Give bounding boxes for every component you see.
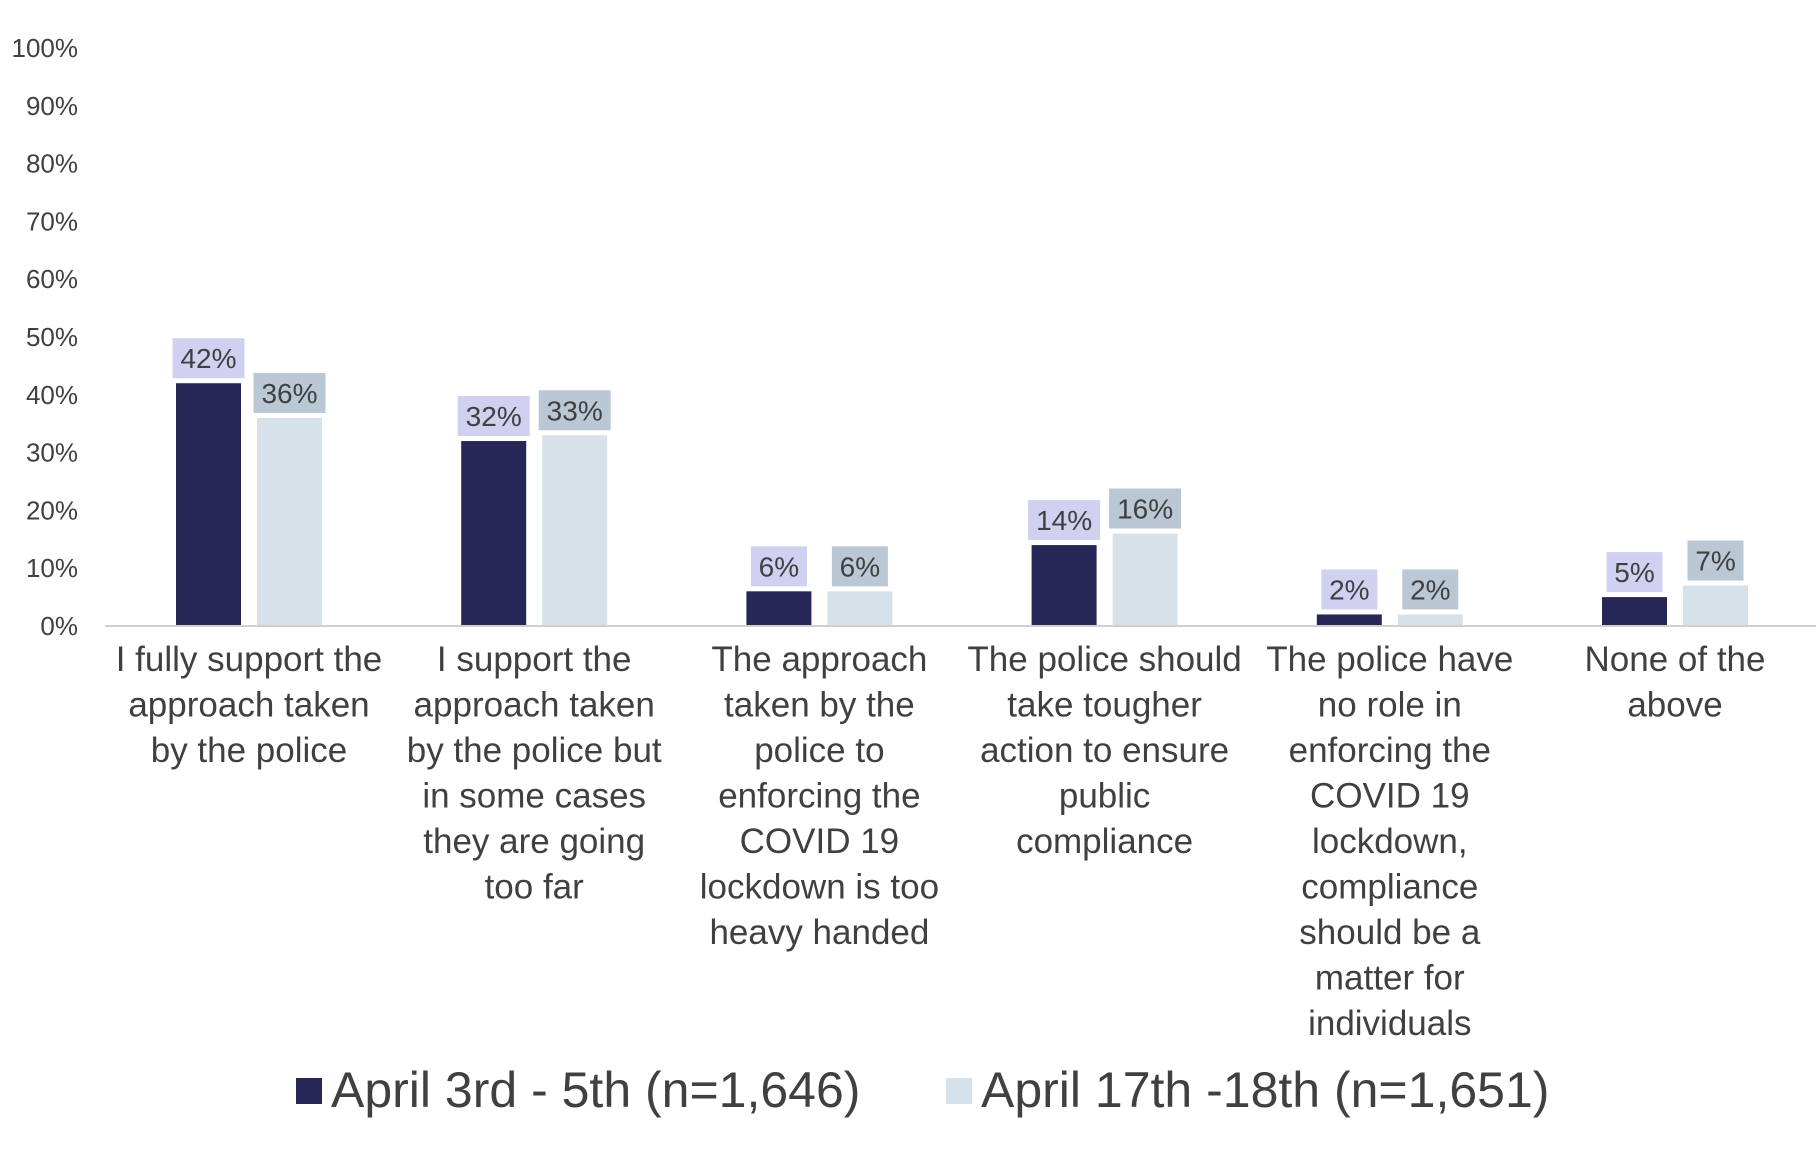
category-label: The police have no role in enforcing the CO…	[1266, 640, 1513, 1043]
category-label: I support the approach taken by the police…	[407, 640, 662, 907]
bar-series-1-5	[1316, 614, 1382, 626]
bar-series-2-1	[257, 417, 322, 626]
data-label: 5%	[1614, 557, 1654, 588]
data-label: 42%	[180, 343, 236, 374]
y-tick-label: 30%	[26, 438, 78, 468]
data-label: 6%	[759, 551, 799, 582]
legend-swatch	[946, 1078, 972, 1104]
bar-series-2-3	[827, 591, 893, 626]
bar-series-1-2	[461, 441, 527, 626]
category-label: The police should take tougher action to e…	[967, 640, 1241, 861]
data-label-box	[1402, 569, 1459, 610]
y-tick-label: 90%	[26, 91, 78, 121]
legend: April 3rd - 5th (n=1,646) April 17th -18t…	[296, 1062, 1549, 1118]
data-label-box	[538, 390, 611, 431]
y-tick-label: 40%	[26, 380, 78, 410]
data-label: 6%	[840, 551, 880, 582]
bars	[176, 383, 1748, 626]
y-axis: 0% 10% 20% 30% 40% 50% 60% 70% 80% 90% 100%	[12, 33, 79, 641]
data-label-box	[172, 338, 245, 379]
bar-series-2-2	[542, 435, 608, 626]
data-label-box	[457, 396, 530, 437]
bar-series-2-5	[1397, 614, 1463, 626]
data-label-box	[1687, 540, 1744, 581]
y-tick-label: 100%	[12, 33, 79, 63]
y-tick-label: 20%	[26, 495, 78, 525]
data-labels: 42% 36% 32% 33% 6% 6% 14% 16% 2% 2% 5% 7%	[172, 338, 1744, 610]
data-label: 2%	[1410, 574, 1450, 605]
data-label-box	[1028, 500, 1101, 541]
y-tick-label: 0%	[40, 611, 78, 641]
data-label: 36%	[261, 378, 317, 409]
y-tick-label: 60%	[26, 264, 78, 294]
data-label-box	[1109, 488, 1182, 529]
data-label: 2%	[1329, 574, 1369, 605]
data-label: 33%	[547, 395, 603, 426]
y-tick-label: 70%	[26, 206, 78, 236]
y-tick-label: 10%	[26, 553, 78, 583]
bar-series-2-6	[1683, 585, 1748, 626]
bar-series-1-1	[176, 383, 241, 626]
bar-series-1-4	[1031, 545, 1097, 626]
data-label: 7%	[1695, 546, 1735, 577]
data-label-box	[1606, 552, 1663, 593]
category-label: I fully support the approach taken by the …	[116, 640, 383, 770]
data-label-box	[1321, 569, 1378, 610]
data-label-box	[253, 372, 326, 413]
category-label: None of the above	[1585, 640, 1766, 725]
data-label-box	[831, 546, 888, 587]
x-axis: I fully support the approach taken by the …	[116, 640, 1766, 1043]
data-label-box	[750, 546, 807, 587]
y-tick-label: 50%	[26, 322, 78, 352]
legend-swatch	[296, 1078, 322, 1104]
bar-series-2-4	[1112, 533, 1178, 626]
category-label: The approach taken by the police to enforci…	[700, 640, 939, 952]
bar-series-1-6	[1602, 597, 1667, 626]
bar-series-1-3	[746, 591, 812, 626]
legend-label: April 17th -18th (n=1,651)	[981, 1062, 1549, 1118]
data-label: 14%	[1036, 505, 1092, 536]
data-label: 32%	[466, 401, 522, 432]
y-tick-label: 80%	[26, 149, 78, 179]
legend-label: April 3rd - 5th (n=1,646)	[331, 1062, 860, 1118]
data-label: 16%	[1117, 494, 1173, 525]
